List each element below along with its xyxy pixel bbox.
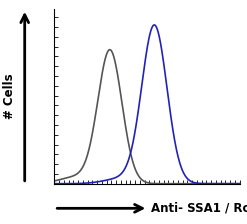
Text: Anti- SSA1 / Ro52: Anti- SSA1 / Ro52 [151,202,247,215]
Text: # Cells: # Cells [3,73,16,119]
